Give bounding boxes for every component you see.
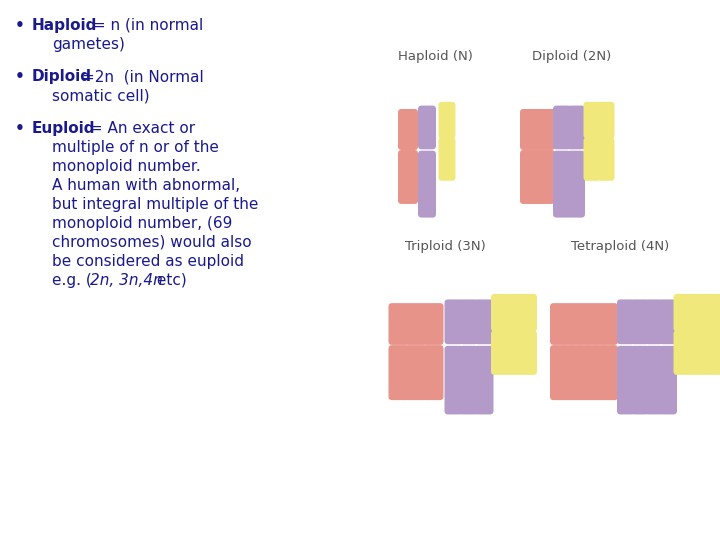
FancyBboxPatch shape: [389, 303, 410, 345]
FancyBboxPatch shape: [474, 346, 493, 414]
FancyBboxPatch shape: [550, 345, 570, 400]
FancyBboxPatch shape: [631, 346, 649, 414]
FancyBboxPatch shape: [631, 299, 649, 344]
FancyBboxPatch shape: [598, 345, 618, 400]
FancyBboxPatch shape: [389, 345, 410, 400]
FancyBboxPatch shape: [418, 106, 436, 149]
FancyBboxPatch shape: [659, 299, 677, 344]
FancyBboxPatch shape: [583, 102, 600, 139]
FancyBboxPatch shape: [582, 303, 602, 345]
Text: e.g. (: e.g. (: [52, 273, 96, 288]
FancyBboxPatch shape: [535, 150, 555, 204]
Text: •: •: [15, 18, 25, 33]
FancyBboxPatch shape: [474, 299, 493, 344]
FancyBboxPatch shape: [444, 299, 464, 344]
FancyBboxPatch shape: [405, 303, 426, 345]
Text: but integral multiple of the: but integral multiple of the: [52, 197, 258, 212]
Text: Diploid: Diploid: [32, 69, 92, 84]
FancyBboxPatch shape: [673, 294, 690, 332]
FancyBboxPatch shape: [567, 106, 585, 149]
FancyBboxPatch shape: [700, 330, 716, 375]
FancyBboxPatch shape: [398, 109, 418, 150]
FancyBboxPatch shape: [659, 346, 677, 414]
FancyBboxPatch shape: [423, 303, 444, 345]
FancyBboxPatch shape: [423, 345, 444, 400]
FancyBboxPatch shape: [438, 102, 456, 139]
FancyBboxPatch shape: [553, 151, 571, 218]
Text: Triploid (3N): Triploid (3N): [405, 240, 485, 253]
FancyBboxPatch shape: [553, 106, 571, 149]
FancyBboxPatch shape: [459, 299, 479, 344]
FancyBboxPatch shape: [459, 346, 479, 414]
Text: somatic cell): somatic cell): [52, 89, 150, 103]
FancyBboxPatch shape: [505, 330, 523, 375]
FancyBboxPatch shape: [617, 299, 635, 344]
FancyBboxPatch shape: [405, 345, 426, 400]
Text: = An exact or: = An exact or: [85, 120, 195, 136]
FancyBboxPatch shape: [520, 150, 540, 204]
FancyBboxPatch shape: [700, 294, 716, 332]
Text: Euploid: Euploid: [32, 120, 96, 136]
FancyBboxPatch shape: [418, 151, 436, 218]
Text: 2n, 3n,4n: 2n, 3n,4n: [90, 273, 163, 288]
Text: Tetraploid (4N): Tetraploid (4N): [571, 240, 669, 253]
FancyBboxPatch shape: [566, 303, 586, 345]
Text: etc): etc): [152, 273, 186, 288]
FancyBboxPatch shape: [686, 330, 703, 375]
Text: gametes): gametes): [52, 37, 125, 52]
FancyBboxPatch shape: [645, 299, 663, 344]
FancyBboxPatch shape: [598, 137, 614, 181]
Text: =2n  (in Normal: =2n (in Normal: [82, 69, 204, 84]
Text: A human with abnormal,: A human with abnormal,: [52, 178, 240, 193]
Text: multiple of n or of the: multiple of n or of the: [52, 140, 219, 154]
FancyBboxPatch shape: [444, 346, 464, 414]
FancyBboxPatch shape: [713, 330, 720, 375]
FancyBboxPatch shape: [566, 345, 586, 400]
FancyBboxPatch shape: [567, 151, 585, 218]
FancyBboxPatch shape: [438, 137, 456, 181]
FancyBboxPatch shape: [535, 109, 555, 150]
FancyBboxPatch shape: [582, 345, 602, 400]
Text: chromosomes) would also: chromosomes) would also: [52, 234, 251, 249]
Text: be considered as euploid: be considered as euploid: [52, 254, 244, 268]
FancyBboxPatch shape: [550, 303, 570, 345]
FancyBboxPatch shape: [398, 150, 418, 204]
Text: monoploid number.: monoploid number.: [52, 159, 201, 173]
FancyBboxPatch shape: [645, 346, 663, 414]
FancyBboxPatch shape: [598, 102, 614, 139]
FancyBboxPatch shape: [519, 330, 537, 375]
FancyBboxPatch shape: [713, 294, 720, 332]
FancyBboxPatch shape: [520, 109, 540, 150]
Text: Diploid (2N): Diploid (2N): [532, 50, 611, 63]
Text: monoploid number, (69: monoploid number, (69: [52, 215, 233, 231]
FancyBboxPatch shape: [598, 303, 618, 345]
FancyBboxPatch shape: [617, 346, 635, 414]
FancyBboxPatch shape: [491, 294, 509, 332]
FancyBboxPatch shape: [673, 330, 690, 375]
Text: •: •: [15, 69, 25, 84]
FancyBboxPatch shape: [491, 330, 509, 375]
Text: = n (in normal: = n (in normal: [88, 18, 203, 33]
Text: Haploid (N): Haploid (N): [397, 50, 472, 63]
Text: Haploid: Haploid: [32, 18, 97, 33]
FancyBboxPatch shape: [583, 137, 600, 181]
FancyBboxPatch shape: [505, 294, 523, 332]
FancyBboxPatch shape: [519, 294, 537, 332]
FancyBboxPatch shape: [686, 294, 703, 332]
Text: •: •: [15, 120, 25, 136]
